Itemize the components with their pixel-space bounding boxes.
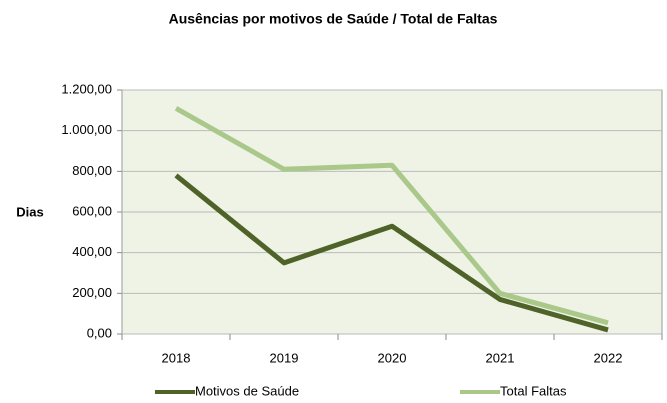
y-tick-label: 800,00 bbox=[72, 163, 112, 178]
x-tick-label: 2019 bbox=[270, 350, 299, 365]
x-tick-label: 2021 bbox=[486, 350, 515, 365]
x-tick-label: 2022 bbox=[594, 350, 623, 365]
y-tick-label: 1.200,00 bbox=[61, 81, 112, 96]
x-tick-label: 2018 bbox=[162, 350, 191, 365]
y-tick-label: 600,00 bbox=[72, 203, 112, 218]
y-tick-label: 0,00 bbox=[87, 325, 112, 340]
y-tick-label: 200,00 bbox=[72, 285, 112, 300]
chart-title: Ausências por motivos de Saúde / Total d… bbox=[169, 11, 498, 27]
legend-label: Motivos de Saúde bbox=[195, 383, 299, 398]
series-line bbox=[174, 106, 609, 326]
series-line bbox=[174, 173, 609, 333]
y-tick-label: 400,00 bbox=[72, 244, 112, 259]
y-axis-label: Dias bbox=[16, 204, 43, 219]
x-tick-label: 2020 bbox=[378, 350, 407, 365]
y-tick-label: 1.000,00 bbox=[61, 122, 112, 137]
legend-label: Total Faltas bbox=[500, 383, 567, 398]
